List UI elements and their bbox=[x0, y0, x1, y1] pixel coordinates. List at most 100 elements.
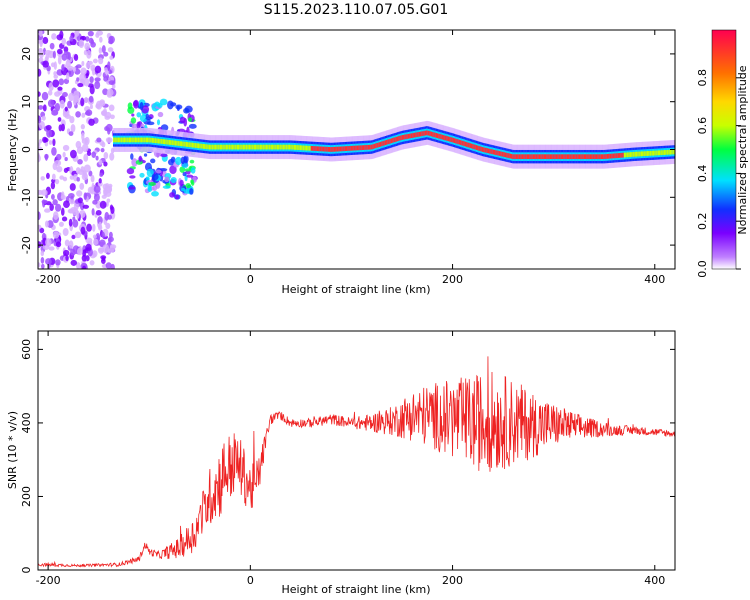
heatmap-ridge-core bbox=[320, 146, 323, 152]
heatmap-noise-cell bbox=[41, 199, 48, 204]
heatmap-ridge-core bbox=[565, 154, 568, 160]
heatmap-ridge-core bbox=[165, 139, 168, 145]
heatmap-ridge-core bbox=[484, 147, 487, 153]
heatmap-noise-cell bbox=[73, 98, 77, 106]
heatmap-ridge-core bbox=[575, 154, 578, 160]
heatmap-noise-cell bbox=[109, 244, 115, 253]
heatmap-ridge-core bbox=[611, 153, 614, 159]
heatmap-disturbed-cell bbox=[183, 107, 190, 114]
heatmap-ridge-core bbox=[594, 154, 597, 160]
heatmap-ridge-core bbox=[665, 150, 668, 155]
heatmap-noise-cell bbox=[105, 111, 112, 119]
heatmap-noise-cell bbox=[76, 146, 84, 155]
heatmap-noise-cell bbox=[104, 69, 110, 75]
heatmap-noise-cell bbox=[52, 231, 60, 239]
spectrogram-x-tick-label: 0 bbox=[247, 273, 254, 286]
heatmap-disturbed-cell bbox=[129, 175, 136, 179]
heatmap-noise-cell bbox=[38, 91, 41, 97]
heatmap-ridge-core bbox=[634, 151, 637, 157]
heatmap-ridge-core bbox=[200, 143, 203, 149]
heatmap-ridge-core bbox=[386, 139, 389, 145]
heatmap-noise-cell bbox=[76, 177, 80, 182]
heatmap-ridge-core bbox=[490, 149, 493, 154]
heatmap-ridge-core bbox=[182, 141, 185, 147]
heatmap-ridge-core bbox=[538, 154, 542, 160]
heatmap-noise-cell bbox=[45, 124, 52, 131]
heatmap-noise-cell bbox=[64, 106, 68, 112]
heatmap-disturbed-cell bbox=[139, 101, 144, 111]
heatmap-ridge-core bbox=[262, 144, 265, 150]
heatmap-ridge-core bbox=[543, 154, 546, 160]
heatmap-ridge-core bbox=[473, 144, 476, 150]
heatmap-ridge-core bbox=[295, 145, 298, 150]
heatmap-ridge-core bbox=[119, 137, 122, 143]
heatmap-ridge-core bbox=[173, 140, 176, 146]
heatmap-noise-cell bbox=[46, 129, 52, 138]
heatmap-noise-cell bbox=[59, 175, 65, 180]
heatmap-disturbed-cell bbox=[138, 155, 143, 163]
colorbar-label: Normalized spectral amplitude bbox=[736, 65, 749, 234]
heatmap-ridge-core bbox=[362, 145, 366, 150]
heatmap-ridge-core bbox=[444, 135, 447, 141]
heatmap-ridge-core bbox=[654, 150, 657, 156]
heatmap-ridge-core bbox=[257, 144, 260, 150]
heatmap-ridge-core bbox=[477, 145, 480, 151]
colorbar-tick-label: 0.8 bbox=[696, 69, 709, 87]
spectrogram-x-tick-label: -200 bbox=[36, 273, 61, 286]
heatmap-noise-cell bbox=[84, 78, 90, 87]
heatmap-noise-cell bbox=[94, 65, 102, 74]
heatmap-noise-cell bbox=[100, 147, 105, 153]
heatmap-noise-cell bbox=[63, 167, 69, 173]
heatmap-ridge-core bbox=[319, 146, 322, 152]
heatmap-ridge-core bbox=[382, 141, 385, 146]
heatmap-ridge-core bbox=[308, 145, 311, 151]
heatmap-ridge-core bbox=[517, 154, 520, 160]
heatmap-noise-cell bbox=[47, 90, 53, 96]
heatmap-ridge-core bbox=[336, 146, 339, 152]
heatmap-noise-cell bbox=[65, 59, 71, 68]
heatmap-noise-cell bbox=[86, 223, 92, 232]
heatmap-ridge-core bbox=[359, 145, 362, 151]
heatmap-noise-cell bbox=[98, 57, 104, 65]
heatmap-noise-cell bbox=[90, 174, 95, 183]
heatmap-ridge-core bbox=[188, 142, 191, 148]
heatmap-noise-cell bbox=[38, 68, 42, 77]
heatmap-noise-cell bbox=[77, 159, 83, 165]
heatmap-ridge-core bbox=[651, 150, 654, 156]
heatmap-ridge-core bbox=[580, 154, 583, 160]
heatmap-noise-cell bbox=[107, 47, 114, 53]
heatmap-noise-cell bbox=[98, 47, 103, 54]
heatmap-noise-cell bbox=[41, 263, 45, 269]
heatmap-ridge-core bbox=[131, 137, 134, 143]
heatmap-ridge-core bbox=[559, 154, 562, 160]
heatmap-noise-cell bbox=[76, 262, 81, 269]
heatmap-ridge-core bbox=[288, 144, 292, 150]
heatmap-noise-cell bbox=[51, 33, 57, 40]
heatmap-ridge-core bbox=[576, 154, 579, 160]
heatmap-noise-cell bbox=[64, 239, 70, 247]
heatmap-ridge-core bbox=[406, 134, 409, 139]
heatmap-ridge-core bbox=[344, 146, 347, 152]
heatmap-ridge-core bbox=[180, 141, 184, 147]
heatmap-ridge-core bbox=[591, 154, 594, 160]
heatmap-ridge-core bbox=[349, 145, 352, 151]
heatmap-ridge-core bbox=[429, 131, 432, 137]
spectrogram-x-tick-label: 200 bbox=[442, 273, 463, 286]
heatmap-ridge-core bbox=[242, 144, 246, 150]
heatmap-ridge-core bbox=[331, 147, 334, 152]
heatmap-ridge-core bbox=[207, 144, 210, 150]
heatmap-ridge-core bbox=[645, 151, 648, 156]
heatmap-disturbed-cell bbox=[184, 168, 191, 172]
snr-y-tick-label: 400 bbox=[20, 412, 33, 433]
heatmap-ridge-core bbox=[313, 146, 316, 151]
heatmap-ridge-core bbox=[377, 142, 380, 148]
heatmap-noise-cell bbox=[61, 191, 65, 199]
heatmap-ridge-core bbox=[299, 145, 303, 151]
heatmap-ridge-core bbox=[403, 134, 406, 140]
heatmap-ridge-core bbox=[546, 154, 549, 160]
heatmap-ridge-core bbox=[506, 152, 509, 158]
heatmap-ridge-core bbox=[321, 146, 324, 152]
heatmap-disturbed-cell bbox=[164, 176, 170, 183]
heatmap-noise-cell bbox=[68, 199, 76, 205]
heatmap-noise-cell bbox=[38, 120, 45, 130]
